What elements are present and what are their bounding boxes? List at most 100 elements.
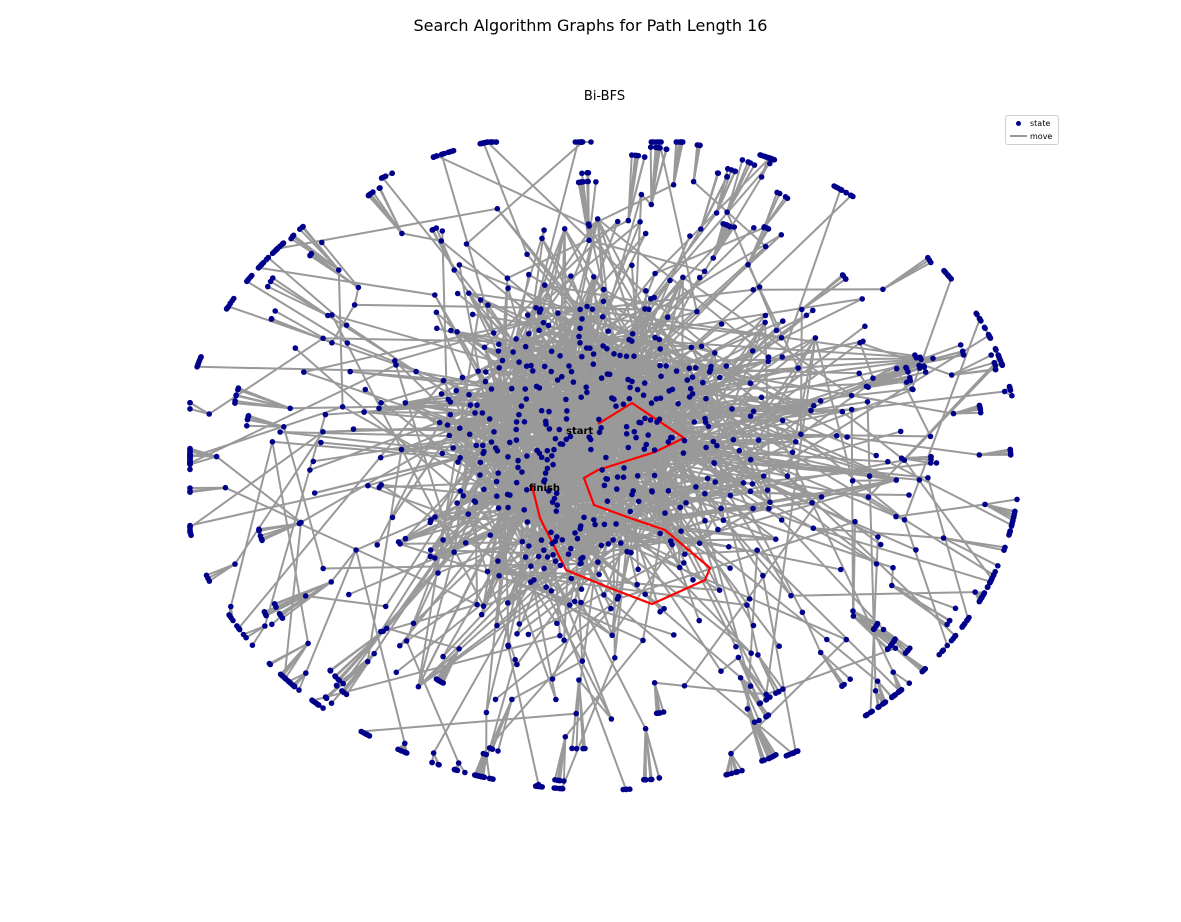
state-node (553, 490, 560, 497)
state-node (328, 700, 335, 706)
move-edge (695, 366, 954, 415)
state-node (398, 446, 405, 453)
state-node (726, 544, 732, 550)
state-node (696, 540, 703, 547)
state-node (523, 396, 530, 402)
state-node (344, 340, 351, 346)
state-node (573, 710, 579, 717)
move-edge (820, 651, 851, 680)
state-node (681, 437, 688, 444)
state-node (598, 425, 604, 431)
state-node (227, 300, 233, 307)
state-node (450, 445, 456, 451)
move-edge (394, 300, 604, 362)
state-node (847, 192, 854, 198)
state-node (526, 271, 532, 278)
state-node (551, 446, 557, 453)
state-node (493, 478, 500, 485)
state-node (541, 565, 547, 572)
state-node (642, 591, 648, 598)
state-node (549, 676, 556, 682)
state-node (505, 285, 511, 292)
state-node (870, 626, 877, 633)
state-node (377, 454, 384, 461)
state-node (291, 683, 298, 690)
state-node (913, 547, 919, 553)
state-node (513, 479, 520, 486)
state-node (751, 225, 757, 231)
state-node (758, 394, 765, 401)
state-node (872, 688, 879, 694)
state-node (702, 490, 708, 497)
state-node (880, 626, 887, 633)
state-node (712, 479, 718, 485)
move-edge (290, 404, 478, 410)
state-node (402, 400, 409, 406)
state-node (495, 748, 501, 754)
state-node (925, 475, 931, 481)
move-edge (593, 430, 901, 521)
state-node (460, 493, 467, 499)
state-node (1007, 450, 1014, 457)
move-edge (354, 303, 649, 311)
state-node (590, 351, 597, 357)
state-node (187, 488, 193, 494)
move-edge (630, 459, 905, 513)
state-node (614, 218, 621, 225)
state-node (640, 392, 647, 399)
state-node (744, 706, 751, 712)
state-node (760, 572, 766, 579)
state-node (504, 275, 511, 282)
move-edge (527, 141, 580, 334)
state-node (756, 717, 762, 724)
state-node (661, 605, 667, 612)
state-node (494, 205, 501, 212)
state-node (761, 224, 767, 231)
state-node (779, 417, 786, 424)
state-node (818, 494, 825, 500)
move-edge (303, 308, 581, 374)
state-node (850, 608, 856, 614)
state-node (510, 349, 516, 355)
state-node (773, 327, 780, 334)
state-node (538, 407, 545, 414)
state-node (554, 534, 560, 540)
state-node (469, 311, 476, 318)
state-node (588, 139, 594, 145)
state-node (590, 361, 597, 368)
state-node (758, 174, 765, 180)
solution-path-layer (530, 401, 712, 606)
move-edge (588, 183, 675, 227)
state-node (634, 386, 641, 393)
state-node (488, 139, 494, 145)
state-node (454, 290, 461, 297)
move-edge (943, 537, 999, 567)
state-node (693, 484, 699, 490)
move-edge (979, 452, 1011, 456)
state-node (444, 422, 451, 428)
move-edge (602, 344, 877, 457)
state-node (552, 435, 559, 442)
state-node (763, 697, 769, 703)
state-node (946, 618, 953, 624)
state-node (577, 325, 583, 332)
state-node (848, 392, 855, 399)
state-node (451, 549, 457, 555)
state-node (480, 442, 486, 449)
state-node (549, 540, 555, 547)
state-node (548, 348, 555, 355)
state-node (430, 750, 437, 756)
state-node (340, 688, 346, 695)
move-edge (234, 431, 324, 565)
state-node (475, 368, 481, 375)
state-node (311, 490, 318, 496)
state-node (505, 454, 511, 460)
state-node (516, 621, 523, 627)
state-node (928, 453, 934, 460)
state-node (236, 626, 243, 633)
move-edge (401, 232, 442, 242)
state-node (657, 362, 663, 369)
state-node (504, 600, 511, 606)
move-edge (486, 141, 652, 300)
state-node (586, 237, 592, 244)
